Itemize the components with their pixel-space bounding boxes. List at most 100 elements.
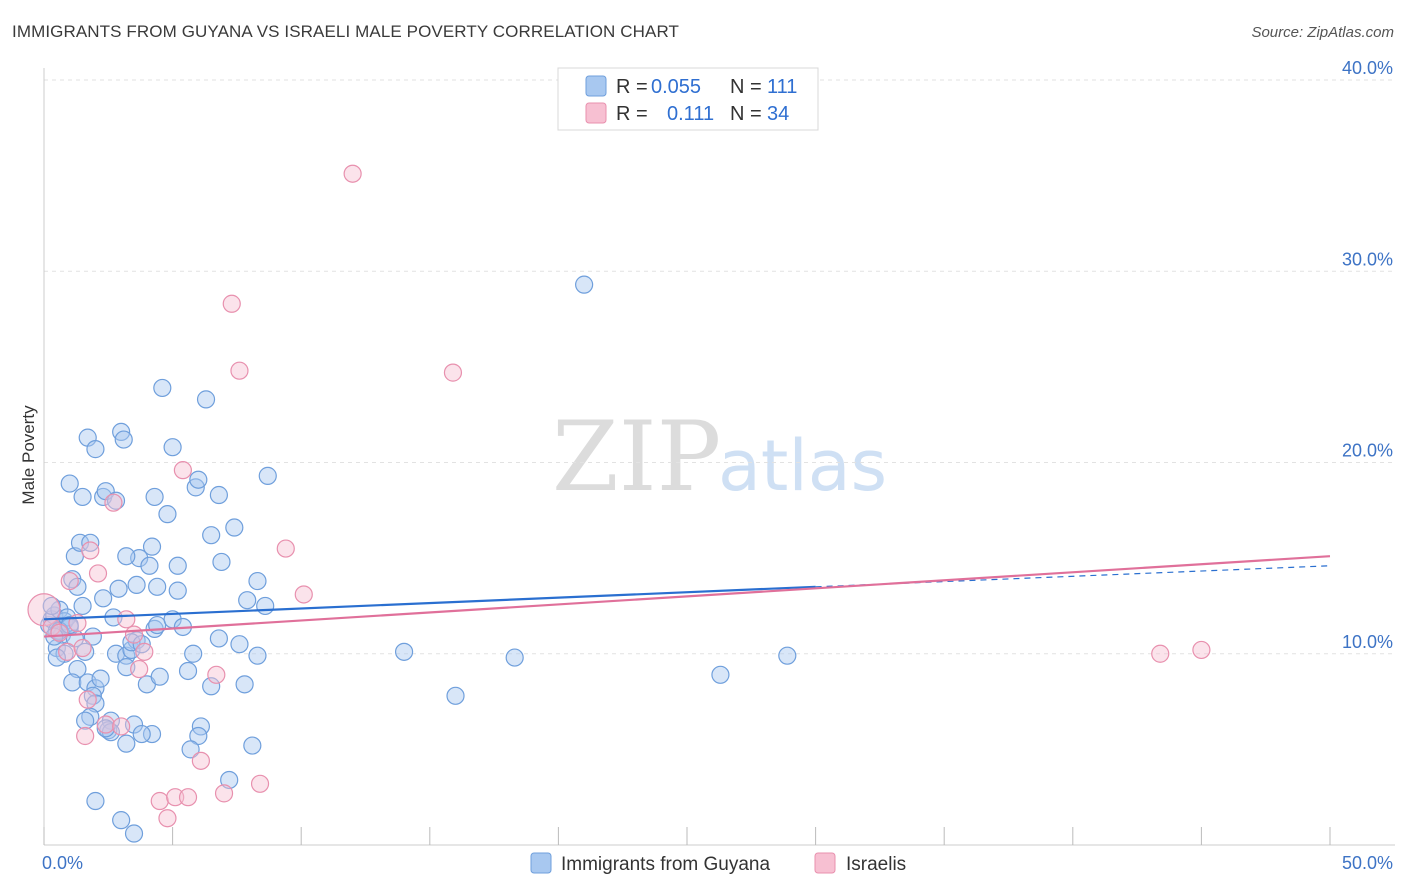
trendline-guyana-extension (815, 565, 1331, 588)
point-guyana (235, 675, 254, 694)
y-axis-label: Male Poverty (19, 405, 38, 505)
point-israelis (173, 461, 192, 480)
point-guyana (711, 665, 730, 684)
point-guyana (42, 596, 61, 616)
point-israelis (230, 361, 249, 380)
point-guyana (150, 667, 169, 686)
legend-n-value-blue: 111 (767, 76, 797, 98)
bottom-legend: Immigrants from Guyana Israelis (530, 852, 906, 875)
point-guyana (96, 719, 115, 738)
point-israelis (214, 784, 234, 803)
x-tick-label-min: 0.0% (42, 853, 83, 873)
legend-n-value-pink: 34 (767, 103, 789, 125)
point-guyana (230, 635, 249, 654)
point-guyana (158, 505, 177, 524)
legend-swatch-pink (585, 102, 607, 124)
legend-r-label-blue: R = (616, 76, 648, 98)
point-israelis (58, 642, 77, 661)
point-israelis (96, 715, 115, 734)
point-israelis (124, 625, 144, 644)
point-israelis (1192, 640, 1211, 660)
point-guyana (178, 661, 198, 681)
point-guyana (140, 556, 159, 575)
watermark: ZIP atlas (552, 401, 887, 513)
point-guyana (202, 677, 221, 696)
point-guyana (238, 591, 257, 610)
point-israelis (50, 623, 69, 642)
point-guyana (243, 736, 262, 755)
point-guyana (86, 791, 105, 811)
point-guyana (117, 547, 136, 566)
point-guyana (68, 659, 87, 679)
point-guyana (91, 669, 110, 688)
point-guyana (117, 734, 136, 753)
point-guyana (184, 644, 203, 663)
point-israelis (112, 717, 131, 736)
y-tick-label: 40.0% (1342, 58, 1393, 78)
point-guyana (109, 579, 128, 598)
legend-n-label-blue: N = (730, 76, 762, 98)
point-guyana (189, 470, 208, 489)
watermark-atlas-text: atlas (718, 425, 887, 507)
point-guyana (112, 811, 131, 830)
point-israelis (88, 564, 108, 583)
point-israelis (294, 585, 313, 604)
legend-swatch-blue (585, 75, 607, 97)
point-israelis (117, 610, 136, 629)
point-guyana (202, 526, 221, 545)
trendline-guyana (43, 585, 816, 621)
point-israelis (81, 541, 100, 560)
point-guyana (248, 571, 267, 591)
point-israelis (1151, 644, 1170, 663)
point-guyana (132, 724, 151, 744)
point-israelis (443, 363, 463, 382)
point-guyana (225, 518, 244, 537)
point-guyana (248, 646, 267, 665)
watermark-zip-text: ZIP (552, 401, 721, 513)
point-israelis (150, 791, 169, 811)
point-israelis (60, 571, 79, 591)
point-guyana (148, 577, 167, 596)
y-tick-labels: 10.0% 20.0% 30.0% 40.0% (1342, 58, 1393, 652)
point-guyana (163, 438, 182, 457)
point-israelis (104, 493, 123, 512)
point-guyana (148, 615, 167, 635)
x-tick-label-max: 50.0% (1342, 853, 1393, 873)
x-tick-labels: 0.0% 50.0% (42, 853, 1393, 873)
point-guyana (76, 711, 95, 730)
point-guyana (181, 740, 200, 759)
point-guyana (73, 487, 92, 507)
point-guyana (106, 491, 126, 510)
point-guyana (73, 596, 92, 616)
point-israelis (78, 690, 97, 709)
bottom-legend-swatch-guyana (530, 852, 552, 874)
point-israelis (73, 638, 92, 658)
point-guyana (86, 440, 105, 459)
point-guyana (212, 552, 231, 572)
point-israelis (250, 774, 270, 793)
point-guyana (168, 556, 187, 575)
point-guyana (60, 474, 79, 493)
point-guyana (63, 673, 82, 692)
point-guyana (114, 430, 133, 449)
point-israelis (76, 726, 95, 746)
point-israelis (222, 294, 241, 313)
bottom-legend-label-israelis: Israelis (846, 854, 906, 875)
point-guyana (256, 596, 275, 616)
point-israelis (207, 665, 226, 684)
point-israelis (191, 751, 210, 770)
y-tick-label: 10.0% (1342, 632, 1393, 652)
series-guyana-points (40, 275, 797, 843)
bottom-legend-swatch-israelis (814, 852, 836, 874)
point-israelis (135, 642, 154, 661)
point-guyana (168, 581, 187, 600)
point-guyana (505, 648, 524, 667)
point-guyana (70, 533, 90, 552)
point-guyana (124, 824, 144, 843)
point-guyana (189, 726, 208, 746)
trendline-israelis (43, 555, 1331, 638)
point-israelis (343, 164, 362, 183)
trend-lines (43, 555, 1331, 638)
legend-r-label-pink: R = (616, 103, 648, 125)
